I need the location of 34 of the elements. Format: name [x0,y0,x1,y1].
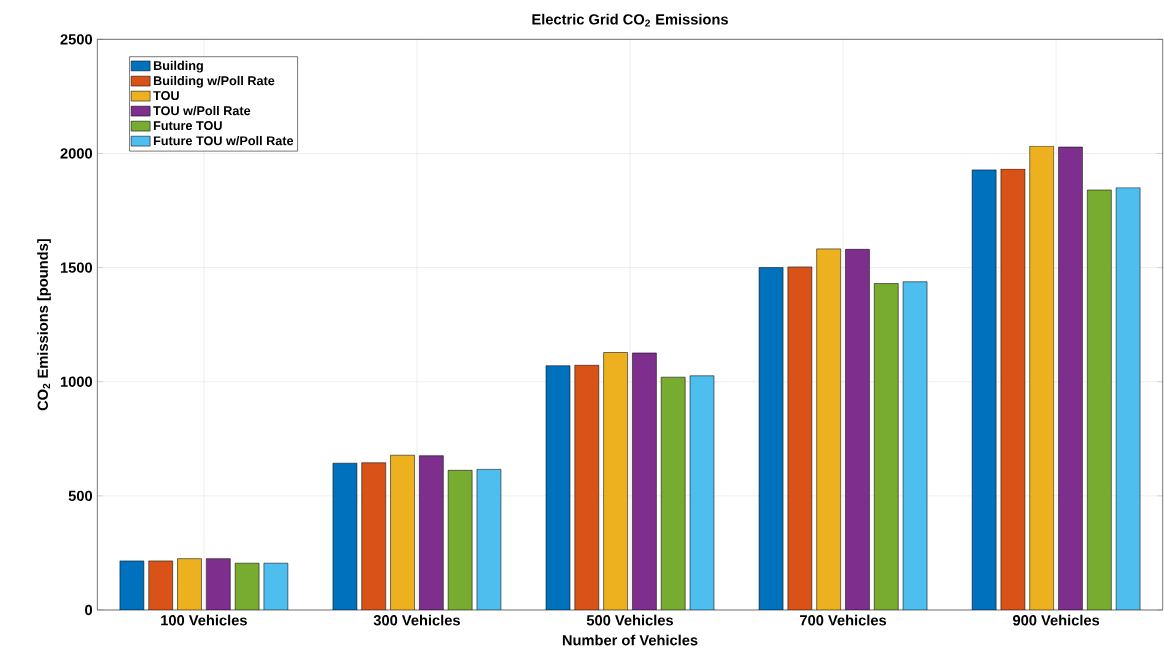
x-tick-label: 100 Vehicles [161,614,247,626]
x-tick-label: 500 Vehicles [586,614,674,626]
bar [689,375,715,610]
bar [574,365,600,610]
legend-label: Building [153,60,203,73]
y-tick-label: 1500 [60,262,93,273]
x-tick-label: 700 Vehicles [800,614,887,626]
y-tick-label: 0 [85,604,93,616]
legend-label: TOU [153,91,179,101]
bar [1115,187,1141,610]
x-tick-label: 300 Vehicles [373,614,460,626]
bar [206,558,231,610]
x-tick-label: 900 Vehicles [1013,614,1100,626]
bar [787,266,813,610]
y-tick-label: 2500 [60,34,93,45]
chart-title: Electric Grid CO$_{2}$ Emissions [532,13,728,27]
bar [419,455,444,610]
bar [1058,146,1083,610]
bar [1000,168,1026,610]
x-axis-title: Number of Vehicles [562,634,698,646]
y-tick-label: 1000 [60,376,93,387]
bar [148,560,173,610]
y-tick-label: 500 [68,490,93,502]
y-axis-title: CO$_{2}$ Emissions [pounds] [37,239,51,411]
bar [845,249,870,610]
bar [902,281,928,610]
legend-label: Future TOU [153,121,222,131]
legend-label: Building w/Poll Rate [153,75,275,88]
legend-label: Future TOU w/Poll Rate [153,135,294,146]
bar [632,352,657,610]
bar [361,462,387,610]
bar [476,469,502,610]
y-tick-label: 2000 [60,148,93,159]
legend-label: TOU w/Poll Rate [153,105,251,116]
